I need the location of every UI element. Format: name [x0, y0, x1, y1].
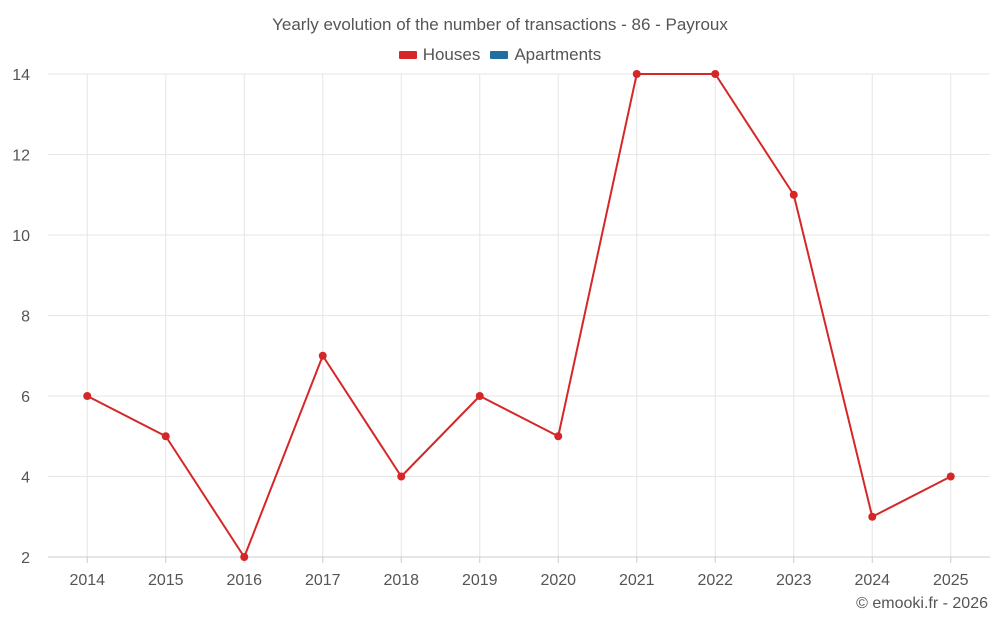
x-tick-label: 2017 [305, 572, 341, 589]
data-point-houses [83, 392, 92, 400]
x-tick-label: 2025 [933, 572, 969, 589]
x-tick-label: 2015 [148, 572, 184, 589]
x-tick-label: 2024 [854, 572, 890, 589]
data-point-houses [161, 432, 170, 441]
legend-item-houses[interactable]: Houses [398, 45, 481, 65]
y-tick-label: 12 [12, 148, 30, 165]
legend: Houses Apartments [0, 45, 1000, 65]
data-point-houses [240, 553, 249, 561]
y-tick-label: 14 [12, 67, 30, 84]
series-line-houses [86, 73, 952, 558]
data-point-houses [711, 70, 720, 78]
y-tick-label: 2 [21, 550, 30, 567]
y-tick-label: 4 [21, 470, 30, 487]
x-tick-label: 2020 [540, 572, 576, 589]
x-tick-label: 2018 [383, 572, 419, 589]
data-point-houses [397, 472, 406, 481]
copyright: © emooki.fr - 2026 [856, 595, 988, 612]
data-point-houses [946, 472, 955, 481]
legend-swatch-houses [398, 51, 417, 59]
data-point-houses [868, 512, 877, 521]
legend-label-apartments: Apartments [514, 45, 602, 64]
legend-label-houses: Houses [422, 45, 481, 64]
x-tick-label: 2021 [619, 572, 655, 589]
chart-title: Yearly evolution of the number of transa… [272, 15, 728, 34]
legend-item-apartments[interactable]: Apartments [490, 45, 601, 65]
y-tick-label: 6 [21, 389, 30, 406]
y-tick-label: 8 [21, 309, 30, 326]
legend-swatch-apartments [490, 51, 509, 59]
x-tick-label: 2023 [776, 572, 812, 589]
data-point-houses [318, 351, 327, 360]
y-tick-label: 10 [12, 228, 30, 245]
x-tick-label: 2014 [69, 572, 105, 589]
data-point-houses [475, 392, 484, 400]
x-tick-label: 2016 [226, 572, 262, 589]
x-tick-label: 2022 [697, 572, 733, 589]
data-point-houses [632, 70, 641, 78]
data-point-houses [789, 190, 798, 199]
x-tick-label: 2019 [462, 572, 498, 589]
data-point-houses [554, 432, 563, 441]
